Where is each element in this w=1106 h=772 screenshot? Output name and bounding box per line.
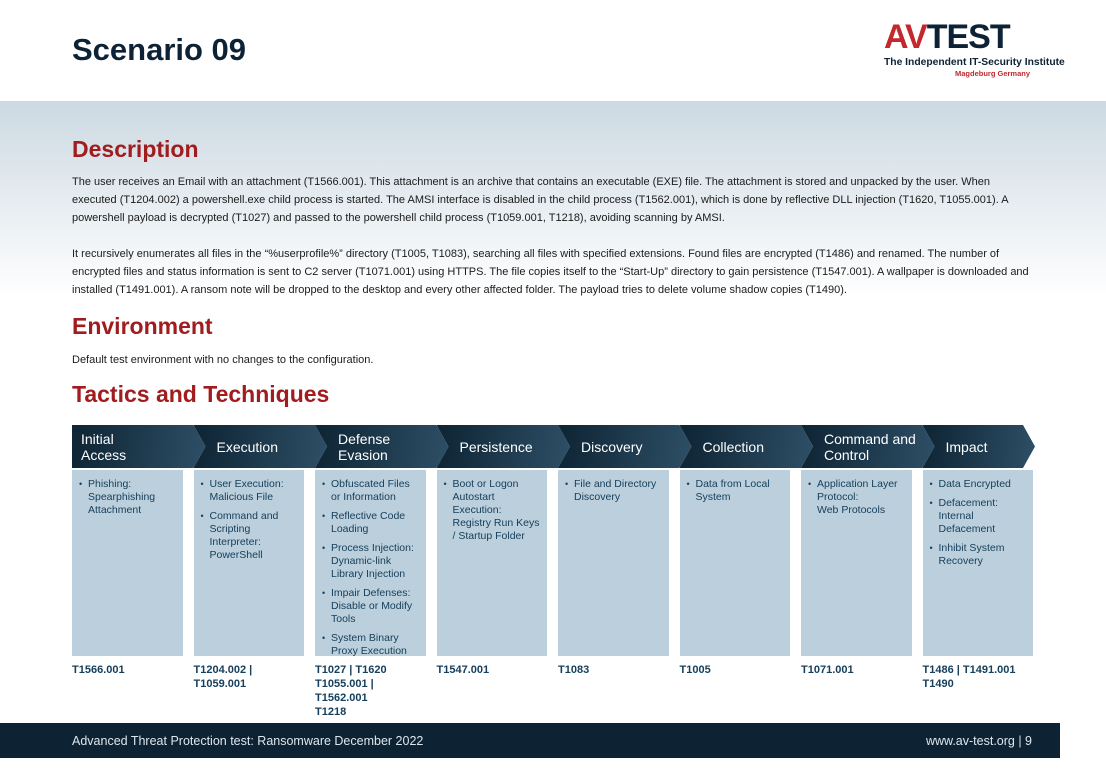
bullet-icon: • [929, 543, 933, 553]
description-paragraph-2: It recursively enumerates all files in t… [72, 248, 1029, 296]
technique-label: System Binary Proxy Execution [331, 632, 407, 656]
technique-item: • Process Injection: Dynamic-link Library… [322, 542, 421, 581]
description-paragraph-1: The user receives an Email with an attac… [72, 176, 1008, 224]
technique-label: File and Directory Discovery [574, 478, 657, 503]
techniques-cell-impact: • Data Encrypted • Defacement: Internal Def… [922, 470, 1033, 656]
technique-codes-execution: T1204.002 | T1059.001 [193, 664, 253, 690]
techniques-cell-discovery: • File and Directory Discovery [558, 470, 669, 656]
bullet-icon: • [322, 588, 326, 598]
technique-label: Data Encrypted [938, 478, 1011, 490]
tactic-header-persistence: Persistence [437, 425, 571, 468]
avtest-logo: AVTEST The Independent IT-Security Insti… [884, 20, 1065, 79]
technique-label: Boot or Logon Autostart Execution: Regis… [452, 478, 540, 542]
tactic-header-label: Execution [216, 438, 278, 455]
technique-label: Impair Defenses: Disable or Modify Tools [331, 587, 413, 625]
technique-item: • Data from Local System [687, 478, 786, 504]
avtest-logo-av: AV [884, 18, 928, 56]
technique-item: • Impair Defenses: Disable or Modify Tool… [322, 587, 421, 626]
technique-label: Data from Local System [695, 478, 770, 503]
technique-codes-persistence: T1547.001 [436, 664, 490, 676]
footer-bar: Advanced Threat Protection test: Ransomw… [0, 723, 1060, 758]
tactic-header-label: Collection [702, 438, 764, 455]
tactic-header-initial-access: Initial Access [72, 425, 206, 468]
technique-codes-row: T1566.001 T1204.002 | T1059.001 T1027 | … [72, 663, 1033, 719]
bullet-icon: • [322, 633, 326, 643]
technique-codes-initial-access: T1566.001 [72, 664, 125, 676]
environment-heading: Environment [72, 313, 213, 339]
bullet-icon: • [808, 479, 812, 489]
bullet-icon: • [322, 511, 326, 521]
technique-codes-defense-evasion: T1027 | T1620 T1055.001 | T1562.001 T121… [315, 664, 387, 718]
technique-label: Inhibit System Recovery [938, 542, 1005, 567]
technique-item: • Defacement: Internal Defacement [930, 497, 1029, 536]
technique-item: • Reflective Code Loading [322, 510, 421, 536]
description-heading: Description [72, 136, 199, 162]
page-title: Scenario 09 [72, 32, 247, 67]
tactic-header-label: Impact [945, 438, 988, 455]
technique-item: • Data Encrypted [930, 478, 1029, 491]
technique-label: Command and Scripting Interpreter: Power… [209, 510, 279, 561]
technique-label: Application Layer Protocol: Web Protocol… [817, 478, 898, 516]
bullet-icon: • [686, 479, 690, 489]
bullet-icon: • [322, 543, 326, 553]
techniques-cell-collection: • Data from Local System [679, 470, 790, 656]
tactic-header-label: Command and Control [824, 430, 916, 463]
bullet-icon: • [200, 511, 204, 521]
avtest-logo-wordmark: AVTEST [884, 20, 1036, 54]
techniques-cell-command-and-control: • Application Layer Protocol: Web Protoco… [801, 470, 912, 656]
technique-codes-command-and-control: T1071.001 [801, 664, 854, 676]
description-background-band [0, 101, 1106, 296]
technique-item: • Command and Scripting Interpreter: Powe… [201, 510, 300, 562]
tactics-body-row: • Phishing: Spearphishing Attachment • Use… [72, 470, 1033, 656]
techniques-cell-execution: • User Execution: Malicious File • Command … [193, 470, 304, 656]
environment-text: Default test environment with no changes… [72, 354, 374, 366]
footer-report-title: Advanced Threat Protection test: Ransomw… [72, 733, 424, 748]
tactic-header-impact: Impact [923, 425, 1036, 468]
tactic-header-label: Initial Access [81, 430, 127, 463]
bullet-icon: • [200, 479, 204, 489]
technique-label: Process Injection: Dynamic-link Library … [331, 542, 414, 580]
tactic-header-collection: Collection [680, 425, 814, 468]
bullet-icon: • [79, 479, 83, 489]
bullet-icon: • [929, 498, 933, 508]
technique-label: Phishing: Spearphishing Attachment [88, 478, 156, 516]
tactic-header-label: Defense Evasion [338, 430, 391, 463]
technique-item: • Boot or Logon Autostart Execution: Regi… [444, 478, 543, 543]
footer-site-and-page: www.av-test.org | 9 [925, 733, 1032, 748]
techniques-cell-defense-evasion: • Obfuscated Files or Information • Reflect… [315, 470, 426, 656]
technique-codes-collection: T1005 [679, 664, 711, 676]
technique-item: • Phishing: Spearphishing Attachment [79, 478, 178, 517]
technique-label: Reflective Code Loading [331, 510, 406, 535]
technique-label: Obfuscated Files or Information [331, 478, 410, 503]
tactic-header-discovery: Discovery [558, 425, 692, 468]
bullet-icon: • [443, 479, 447, 489]
technique-item: • Obfuscated Files or Information [322, 478, 421, 504]
bullet-icon: • [322, 479, 326, 489]
tactic-header-execution: Execution [194, 425, 328, 468]
technique-item: • System Binary Proxy Execution [322, 632, 421, 656]
technique-item: • Application Layer Protocol: Web Protoco… [808, 478, 907, 517]
technique-label: User Execution: Malicious File [209, 478, 284, 503]
bullet-icon: • [565, 479, 569, 489]
tactic-header-command-and-control: Command and Control [801, 425, 935, 468]
technique-item: • User Execution: Malicious File [201, 478, 300, 504]
techniques-cell-persistence: • Boot or Logon Autostart Execution: Regi… [436, 470, 547, 656]
avtest-logo-location: Magdeburg Germany [954, 69, 1030, 79]
technique-item: • File and Directory Discovery [565, 478, 664, 504]
tactic-header-label: Discovery [581, 438, 643, 455]
avtest-logo-tagline: The Independent IT-Security Institute [884, 57, 1065, 68]
technique-codes-discovery: T1083 [558, 664, 590, 676]
tactic-header-label: Persistence [459, 438, 533, 455]
avtest-logo-test: TEST [926, 18, 1011, 56]
technique-label: Defacement: Internal Defacement [938, 497, 999, 535]
techniques-cell-initial-access: • Phishing: Spearphishing Attachment [72, 470, 183, 656]
bullet-icon: • [929, 479, 933, 489]
tactic-header-defense-evasion: Defense Evasion [315, 425, 449, 468]
tactics-header-row: Initial Access Execution Defense Evasion… [72, 425, 1035, 468]
technique-item: • Inhibit System Recovery [930, 542, 1029, 568]
technique-codes-impact: T1486 | T1491.001 T1490 [922, 664, 1016, 690]
tactics-heading: Tactics and Techniques [72, 381, 330, 407]
